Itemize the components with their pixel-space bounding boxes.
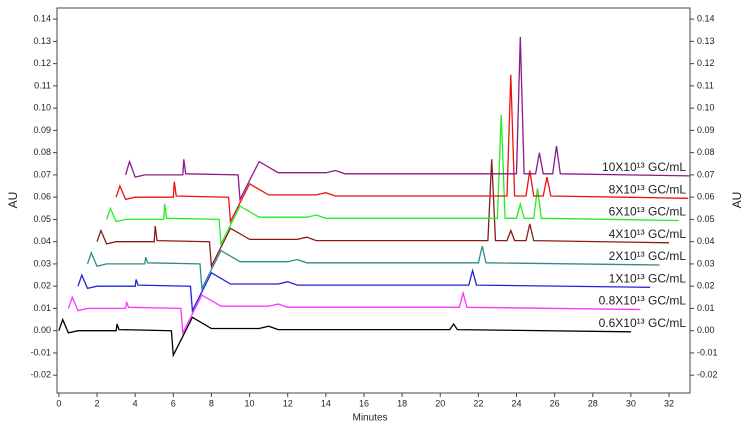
y2-axis-label: AU <box>730 192 744 209</box>
x-tick-label: 30 <box>626 398 636 408</box>
y-tick-label: 0.12 <box>33 58 51 68</box>
y2-tick-label: 0.00 <box>697 325 715 335</box>
x-axis-label: Minutes <box>352 413 387 424</box>
x-tick-label: 4 <box>133 398 138 408</box>
y2-tick-label: 0.10 <box>697 103 715 113</box>
y2-tick-label: -0.02 <box>697 370 718 380</box>
y-tick-label: 0.11 <box>34 80 51 90</box>
x-tick-label: 24 <box>511 398 521 408</box>
plot-frame <box>56 7 691 394</box>
x-tick-label: 2 <box>95 398 100 408</box>
axes: -0.02 -0.02 -0.01 -0.01 0.00 0.00 0.01 0.01 0.02… <box>30 7 718 408</box>
x-tick-label: 14 <box>321 398 331 408</box>
x-tick-label: 20 <box>435 398 445 408</box>
y2-tick-label: 0.13 <box>697 36 715 46</box>
series-label: 4X10¹³ GC/mL <box>609 227 687 241</box>
y-tick-label: 0.09 <box>33 125 51 135</box>
traces <box>58 36 690 358</box>
y2-tick-label: 0.14 <box>697 14 715 24</box>
y-tick-label: 0.05 <box>33 214 51 224</box>
x-tick-label: 26 <box>550 398 560 408</box>
series-label: 2X10¹³ GC/mL <box>609 249 687 263</box>
series-label: 0.6X10¹³ GC/mL <box>599 316 687 330</box>
x-tick-label: 12 <box>283 398 293 408</box>
trace <box>115 74 689 224</box>
x-tick-label: 8 <box>209 398 214 408</box>
series-label: 0.8X10¹³ GC/mL <box>599 294 687 308</box>
y-tick-label: 0.07 <box>33 169 51 179</box>
y-tick-label: 0.14 <box>33 14 51 24</box>
trace <box>67 290 641 336</box>
y2-tick-label: 0.01 <box>697 303 715 313</box>
series-label: 1X10¹³ GC/mL <box>609 271 687 285</box>
y-tick-label: -0.01 <box>30 347 51 357</box>
y-tick-label: 0.10 <box>33 103 51 113</box>
series-label: 10X10¹³ GC/mL <box>602 160 686 174</box>
y-tick-label: 0.06 <box>33 192 51 202</box>
y2-tick-label: 0.11 <box>697 80 714 90</box>
trace <box>96 159 670 269</box>
series-label: 6X10¹³ GC/mL <box>609 205 687 219</box>
trace <box>77 268 651 314</box>
trace <box>58 316 631 358</box>
x-tick-label: 28 <box>588 398 598 408</box>
y2-tick-label: 0.06 <box>697 192 715 202</box>
y-tick-label: 0.00 <box>33 325 51 335</box>
x-tick-label: 16 <box>359 398 369 408</box>
y-tick-label: 0.01 <box>33 303 51 313</box>
trace <box>86 245 660 291</box>
y2-tick-label: 0.02 <box>697 281 715 291</box>
y-tick-label: 0.08 <box>33 147 51 157</box>
y-tick-label: 0.03 <box>33 258 51 268</box>
y2-tick-label: 0.07 <box>697 169 715 179</box>
y2-tick-label: 0.09 <box>697 125 715 135</box>
trace <box>124 36 690 202</box>
y2-tick-label: 0.05 <box>697 214 715 224</box>
x-tick-label: 0 <box>56 398 61 408</box>
y-tick-label: 0.02 <box>33 281 51 291</box>
trace <box>105 114 679 247</box>
y2-tick-label: 0.03 <box>697 258 715 268</box>
y2-tick-label: 0.12 <box>697 58 715 68</box>
x-tick-label: 18 <box>397 398 407 408</box>
x-tick-label: 10 <box>245 398 255 408</box>
y-tick-label: -0.02 <box>30 370 51 380</box>
y-tick-label: 0.13 <box>33 36 51 46</box>
y2-tick-label: -0.01 <box>697 347 718 357</box>
series-label: 8X10¹³ GC/mL <box>609 182 687 196</box>
x-tick-label: 32 <box>664 398 674 408</box>
x-tick-label: 22 <box>473 398 483 408</box>
y2-tick-label: 0.04 <box>697 236 715 246</box>
y2-tick-label: 0.08 <box>697 147 715 157</box>
x-tick-label: 6 <box>171 398 176 408</box>
y-axis-label: AU <box>6 192 20 209</box>
y-tick-label: 0.04 <box>33 236 51 246</box>
